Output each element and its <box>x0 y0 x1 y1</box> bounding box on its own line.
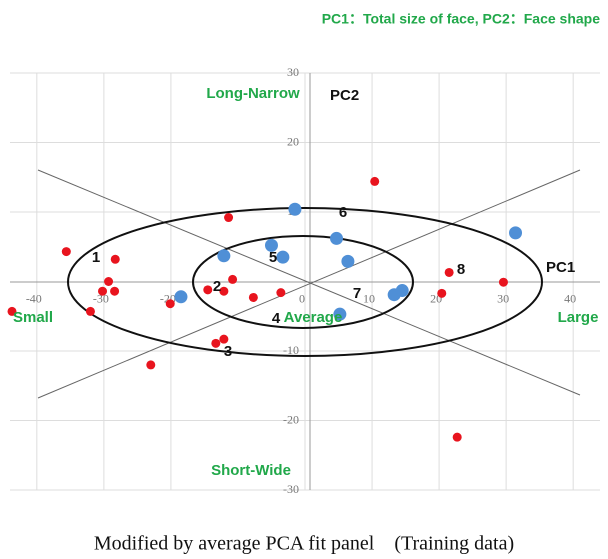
annotation: Short-Wide <box>211 462 291 479</box>
point <box>219 286 229 296</box>
annotation: PC1 <box>546 259 575 276</box>
point <box>509 226 523 240</box>
point <box>395 284 409 298</box>
point <box>333 307 347 321</box>
pc-line <box>37 169 581 396</box>
annotation: Large <box>558 309 599 326</box>
point <box>288 202 302 216</box>
point <box>85 306 95 316</box>
annotation: 7 <box>353 285 361 302</box>
pc-line <box>37 169 581 399</box>
point <box>264 238 278 252</box>
annotation: Long-Narrow <box>206 85 300 102</box>
point <box>211 338 221 348</box>
annotation: 8 <box>457 261 465 278</box>
annotation: Small <box>13 309 53 326</box>
point <box>217 249 231 263</box>
x-tick-label: 0 <box>299 291 305 305</box>
x-tick-label: -40 <box>26 291 42 305</box>
y-tick-label: -30 <box>283 482 299 496</box>
y-tick-label: -20 <box>283 412 299 426</box>
point <box>224 213 234 223</box>
point <box>228 274 238 284</box>
point <box>174 290 188 304</box>
inner-ellipse <box>192 235 414 329</box>
point <box>146 360 156 370</box>
point <box>110 254 120 264</box>
point <box>98 286 108 296</box>
annotation: 2 <box>213 278 221 295</box>
y-tick-label: 30 <box>287 65 299 79</box>
point <box>61 247 71 257</box>
annotation: 5 <box>269 249 277 266</box>
x-tick-label: 30 <box>497 291 509 305</box>
point <box>110 286 120 296</box>
point <box>341 254 355 268</box>
x-tick-label: 10 <box>363 291 375 305</box>
point <box>444 267 454 277</box>
point <box>437 288 447 298</box>
annotation: Average <box>284 309 343 326</box>
y-tick-label: -10 <box>283 343 299 357</box>
point <box>248 292 258 302</box>
caption: Modified by average PCA fit panel (Train… <box>94 533 514 555</box>
point <box>452 432 462 442</box>
points <box>7 176 523 442</box>
y-tick-label: 20 <box>287 134 299 148</box>
annotation: PC2 <box>330 87 359 104</box>
point <box>330 231 344 245</box>
point <box>498 277 508 287</box>
point <box>219 334 229 344</box>
point <box>276 250 290 264</box>
outer-ellipse <box>67 207 543 357</box>
point <box>276 288 286 298</box>
point <box>203 285 213 295</box>
annotation: 6 <box>339 204 347 221</box>
point <box>165 299 175 309</box>
annotation: 3 <box>224 343 232 360</box>
point <box>7 306 17 316</box>
x-tick-label: 40 <box>564 291 576 305</box>
chart-title: PC1：Total size of face, PC2：Face shape <box>322 11 600 27</box>
point <box>370 176 380 186</box>
annotation: 1 <box>92 249 100 266</box>
annotation: 4 <box>272 310 281 327</box>
point <box>104 277 114 286</box>
